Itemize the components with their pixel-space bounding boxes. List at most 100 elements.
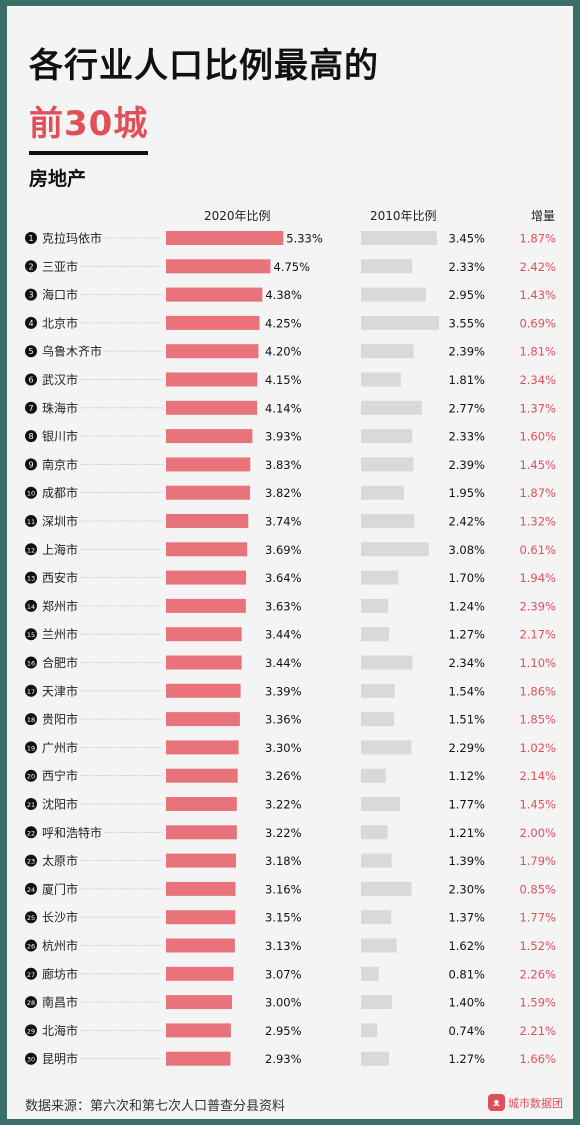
value-2010: 1.70% xyxy=(448,571,485,585)
city-name: 贵阳市 xyxy=(42,712,78,727)
title-divider xyxy=(29,151,148,155)
value-2010: 2.39% xyxy=(448,345,485,359)
bar-2010 xyxy=(361,287,426,302)
value-increase: 1.60% xyxy=(519,430,556,444)
rank-badge xyxy=(25,911,37,924)
ranking-chart: 1 克拉玛依市 5.33% 3.45% 1.87% 2 三亚市 4.75% 2.33% 2.42%… xyxy=(25,231,556,1066)
bar-2010 xyxy=(361,570,399,585)
rank-badge xyxy=(25,628,37,641)
bar-2020 xyxy=(166,627,242,642)
bar-2010 xyxy=(361,683,395,698)
data-source: 数据来源：第六次和第七次人口普查分县资料 xyxy=(25,1099,286,1114)
value-increase: 2.42% xyxy=(519,260,556,274)
city-name: 上海市 xyxy=(42,542,78,557)
value-2020: 3.64% xyxy=(265,571,302,585)
value-2010: 2.33% xyxy=(448,260,485,274)
value-increase: 0.85% xyxy=(519,882,556,896)
rank-number: 26 xyxy=(27,943,35,951)
bar-2010 xyxy=(361,429,413,444)
value-increase: 1.10% xyxy=(519,656,556,670)
bar-2010 xyxy=(361,881,412,896)
value-2020: 2.95% xyxy=(265,1024,302,1038)
value-increase: 1.37% xyxy=(519,401,556,415)
value-2010: 2.77% xyxy=(448,401,485,415)
value-increase: 1.87% xyxy=(519,486,556,500)
value-2020: 3.22% xyxy=(265,798,302,812)
bar-2020 xyxy=(166,259,271,274)
value-increase: 1.81% xyxy=(519,345,556,359)
city-name: 克拉玛依市 xyxy=(42,231,102,246)
rank-badge xyxy=(25,260,37,273)
value-2010: 1.81% xyxy=(448,373,485,387)
bar-2010 xyxy=(361,231,437,245)
bar-2010 xyxy=(361,797,400,811)
value-2010: 1.27% xyxy=(448,628,485,642)
rank-number: 15 xyxy=(27,631,35,639)
bar-2010 xyxy=(361,768,386,783)
bar-2020 xyxy=(166,995,232,1010)
value-2010: 1.54% xyxy=(448,684,485,698)
bar-2010 xyxy=(361,740,412,755)
value-increase: 1.77% xyxy=(519,911,556,925)
value-2010: 1.62% xyxy=(448,939,485,953)
bar-2020 xyxy=(166,429,253,444)
bar-2020 xyxy=(166,1051,231,1066)
city-name: 呼和浩特市 xyxy=(42,825,102,840)
value-2010: 1.37% xyxy=(448,911,485,925)
rank-badge xyxy=(25,798,37,810)
rank-badge xyxy=(25,458,37,471)
value-increase: 1.85% xyxy=(519,713,556,727)
bar-2010 xyxy=(361,825,388,840)
city-name: 杭州市 xyxy=(42,938,78,953)
city-name: 长沙市 xyxy=(42,910,78,925)
bar-2010 xyxy=(361,966,379,981)
rank-badge xyxy=(25,882,37,895)
rank-number: 19 xyxy=(27,744,35,752)
city-name: 成都市 xyxy=(42,485,78,500)
bar-2020 xyxy=(166,457,251,472)
value-2010: 3.45% xyxy=(448,232,485,246)
bar-2010 xyxy=(361,344,414,359)
bar-2020 xyxy=(166,287,263,302)
rank-number: 18 xyxy=(27,716,35,724)
value-increase: 2.34% xyxy=(519,373,556,387)
value-2010: 1.77% xyxy=(448,798,485,812)
value-2010: 1.39% xyxy=(448,854,485,868)
rank-number: 22 xyxy=(27,829,35,837)
bar-2020 xyxy=(166,938,235,953)
value-2010: 3.55% xyxy=(448,316,485,330)
rank-number: 16 xyxy=(27,660,35,668)
rank-badge xyxy=(25,401,37,414)
value-2010: 2.33% xyxy=(448,430,485,444)
rank-number: 3 xyxy=(28,291,33,300)
column-header-increase: 增量 xyxy=(531,209,556,223)
rank-number: 25 xyxy=(27,914,35,922)
value-2020: 3.26% xyxy=(265,769,302,783)
bar-2010 xyxy=(361,372,401,387)
rank-badge xyxy=(25,656,37,669)
rank-number: 12 xyxy=(27,546,35,554)
rank-number: 4 xyxy=(28,319,33,328)
value-2010: 1.27% xyxy=(448,1052,485,1066)
bar-2020 xyxy=(166,712,240,727)
rank-badge xyxy=(25,345,37,358)
value-increase: 1.94% xyxy=(519,571,556,585)
value-2020: 4.25% xyxy=(265,316,302,330)
title-line-1: 各行业人口比例最高的 xyxy=(29,46,379,86)
rank-badge xyxy=(25,967,37,980)
city-name: 银川市 xyxy=(42,429,78,444)
value-2010: 1.95% xyxy=(448,486,485,500)
bar-2020 xyxy=(166,853,236,868)
value-increase: 0.61% xyxy=(519,543,556,557)
value-2020: 4.15% xyxy=(265,373,302,387)
value-2010: 0.74% xyxy=(448,1024,485,1038)
bar-2010 xyxy=(361,853,392,868)
rank-badge xyxy=(25,543,37,556)
value-increase: 1.45% xyxy=(519,798,556,812)
bar-2020 xyxy=(166,768,238,783)
value-2020: 4.20% xyxy=(265,345,302,359)
value-increase: 2.17% xyxy=(519,628,556,642)
rank-badge xyxy=(25,996,37,1009)
bar-2020 xyxy=(166,797,237,811)
rank-number: 28 xyxy=(27,999,35,1007)
